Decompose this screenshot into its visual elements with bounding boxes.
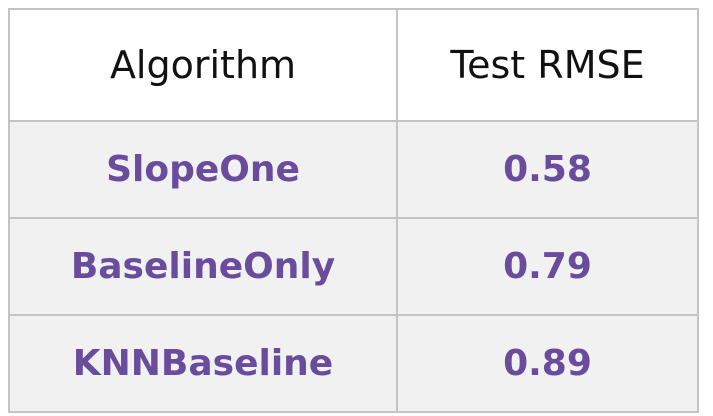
algorithm-cell: BaselineOnly (8, 217, 398, 316)
header-row: Algorithm Test RMSE (8, 8, 699, 122)
results-table: Algorithm Test RMSE SlopeOne 0.58 Baseli… (8, 8, 699, 413)
rmse-cell: 0.89 (396, 314, 699, 413)
algorithm-cell: SlopeOne (8, 120, 398, 219)
header-test-rmse: Test RMSE (396, 8, 699, 122)
header-algorithm: Algorithm (8, 8, 398, 122)
table-row: BaselineOnly 0.79 (8, 217, 699, 316)
algorithm-cell: KNNBaseline (8, 314, 398, 413)
table-row: SlopeOne 0.58 (8, 120, 699, 219)
rmse-cell: 0.58 (396, 120, 699, 219)
rmse-cell: 0.79 (396, 217, 699, 316)
table-row: KNNBaseline 0.89 (8, 314, 699, 413)
